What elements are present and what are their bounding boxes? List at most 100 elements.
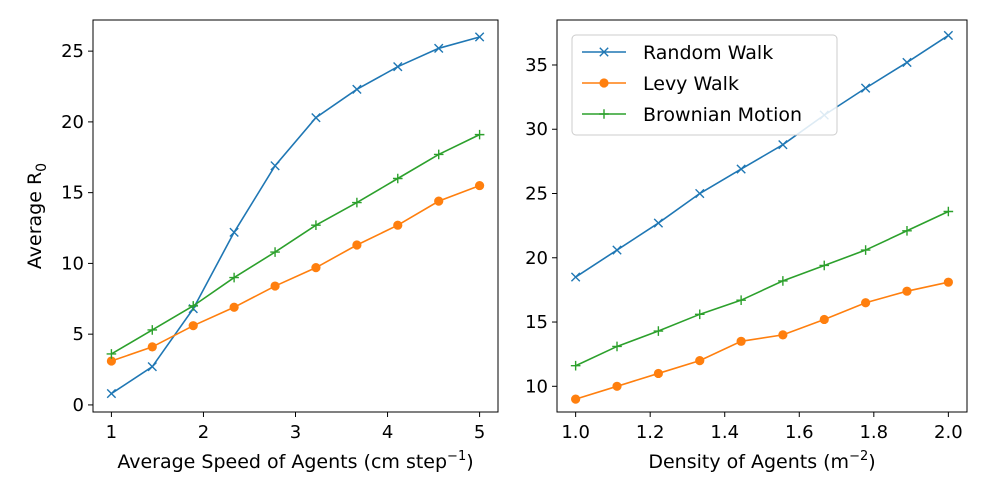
data-point-levy-walk [612, 381, 622, 391]
axes-frame [556, 19, 968, 413]
data-point-levy-walk [474, 180, 485, 191]
data-point-brownian-motion [229, 272, 239, 283]
data-point-levy-walk [861, 298, 871, 308]
y-tick-label: 10 [525, 376, 548, 397]
y-tick-label: 15 [525, 312, 548, 333]
series-line-levy-walk [575, 281, 949, 400]
legend-label-levy-walk: Levy Walk [643, 73, 739, 95]
series-line-random-walk [575, 34, 949, 278]
data-point-random-walk [270, 161, 280, 171]
data-point-random-walk [311, 112, 321, 123]
data-point-random-walk [147, 362, 157, 372]
data-point-brownian-motion [311, 220, 321, 230]
data-point-brownian-motion [106, 349, 117, 359]
data-point-brownian-motion [474, 129, 485, 140]
series-line-brownian-motion [111, 133, 480, 355]
data-point-random-walk [352, 84, 362, 95]
y-axis-title-main: Average R [24, 172, 46, 269]
data-point-random-walk [612, 245, 622, 255]
axes-frame [92, 19, 499, 413]
y-tick-label: 35 [525, 55, 548, 76]
legend: Random Walk Levy Walk Brownian Motion [571, 34, 838, 136]
data-point-levy-walk [106, 356, 117, 366]
data-point-levy-walk [778, 330, 788, 340]
data-point-levy-walk [943, 277, 953, 287]
x-axis-title-tail: ) [868, 451, 875, 473]
x-tick-label: 1.2 [636, 422, 665, 443]
legend-marker-levy-walk [599, 78, 609, 88]
data-point-random-walk [393, 62, 403, 72]
data-point-random-walk [570, 272, 581, 282]
data-point-brownian-motion [270, 247, 280, 257]
data-point-brownian-motion [694, 309, 705, 320]
data-point-random-walk [434, 43, 444, 53]
y-tick-label: 30 [525, 119, 548, 140]
x-tick-label: 2 [198, 422, 209, 443]
series-line-brownian-motion [575, 210, 949, 367]
data-point-levy-walk [147, 342, 157, 352]
data-point-levy-walk [352, 240, 362, 250]
data-point-random-walk [106, 388, 117, 399]
data-point-random-walk [778, 139, 788, 150]
data-point-random-walk [902, 57, 912, 68]
x-tick-label: 1 [106, 422, 117, 443]
x-tick-label: 3 [290, 422, 301, 443]
x-axis-title-tail: ) [466, 451, 473, 473]
data-point-levy-walk [393, 220, 403, 230]
x-tick-label: 5 [474, 422, 485, 443]
y-tick-label: 20 [525, 248, 548, 269]
legend-label-brownian-motion: Brownian Motion [643, 104, 802, 126]
data-point-brownian-motion [352, 197, 362, 208]
x-axis-title-exponent: −2 [849, 449, 868, 464]
legend-marker-random-walk [599, 47, 609, 57]
data-point-brownian-motion [819, 260, 830, 271]
y-axis-title-subscript: 0 [34, 163, 50, 172]
data-point-brownian-motion [902, 225, 912, 236]
data-point-brownian-motion [778, 276, 788, 286]
data-point-levy-walk [188, 321, 198, 331]
data-point-random-walk [943, 30, 954, 41]
data-point-brownian-motion [612, 341, 622, 352]
x-axis-title-main: Density of Agents (m [648, 451, 849, 473]
data-point-brownian-motion [653, 326, 664, 336]
y-tick-label: 0 [73, 395, 84, 416]
data-point-random-walk [695, 188, 705, 199]
data-point-brownian-motion [147, 325, 158, 335]
data-point-brownian-motion [433, 149, 444, 160]
data-point-random-walk [653, 218, 664, 228]
x-tick-label: 2.0 [934, 422, 963, 443]
y-tick-label: 5 [73, 324, 84, 345]
data-point-brownian-motion [736, 295, 746, 305]
x-tick-label: 1.4 [710, 422, 739, 443]
x-tick-label: 1.0 [561, 422, 590, 443]
data-point-brownian-motion [860, 245, 871, 255]
y-tick-label: 25 [61, 41, 84, 62]
data-point-levy-walk [270, 281, 280, 291]
x-tick-label: 4 [382, 422, 393, 443]
left-chart-panel: 1 2 3 4 5 0 5 10 15 20 25 Average Speed of Agents (… [24, 19, 499, 473]
data-point-levy-walk [434, 196, 444, 206]
x-axis-title: Average Speed of Agents (cm step−1) [117, 449, 473, 473]
data-point-brownian-motion [188, 301, 199, 311]
x-axis-title-main: Average Speed of Agents (cm step [117, 451, 447, 473]
x-tick-label: 1.8 [859, 422, 888, 443]
legend-label-random-walk: Random Walk [643, 42, 773, 64]
data-point-random-walk [229, 227, 239, 237]
data-point-levy-walk [229, 302, 239, 312]
x-axis-title-exponent: −1 [447, 449, 466, 464]
data-point-levy-walk [819, 314, 829, 325]
data-point-random-walk [860, 83, 871, 93]
y-tick-label: 10 [61, 253, 84, 274]
data-point-levy-walk [695, 355, 705, 366]
data-point-levy-walk [902, 286, 912, 296]
y-tick-label: 20 [61, 112, 84, 133]
data-point-levy-walk [653, 368, 663, 379]
data-point-brownian-motion [570, 360, 581, 371]
x-tick-label: 1.6 [785, 422, 814, 443]
data-point-levy-walk [311, 263, 321, 273]
data-point-random-walk [474, 32, 485, 42]
right-chart-panel: 1.0 1.2 1.4 1.6 1.8 2.0 10 15 20 25 30 35 Density of… [525, 19, 968, 473]
series-line-levy-walk [111, 184, 480, 362]
y-tick-label: 15 [61, 183, 84, 204]
